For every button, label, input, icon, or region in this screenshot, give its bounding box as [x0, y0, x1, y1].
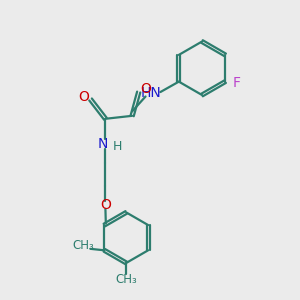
Text: CH₃: CH₃ — [115, 273, 137, 286]
Text: N: N — [98, 137, 108, 151]
Text: O: O — [79, 89, 89, 103]
Text: F: F — [232, 76, 241, 90]
Text: CH₃: CH₃ — [73, 239, 94, 252]
Text: O: O — [100, 198, 111, 212]
Text: H: H — [113, 140, 123, 153]
Text: O: O — [141, 82, 152, 96]
Text: HN: HN — [140, 86, 161, 100]
